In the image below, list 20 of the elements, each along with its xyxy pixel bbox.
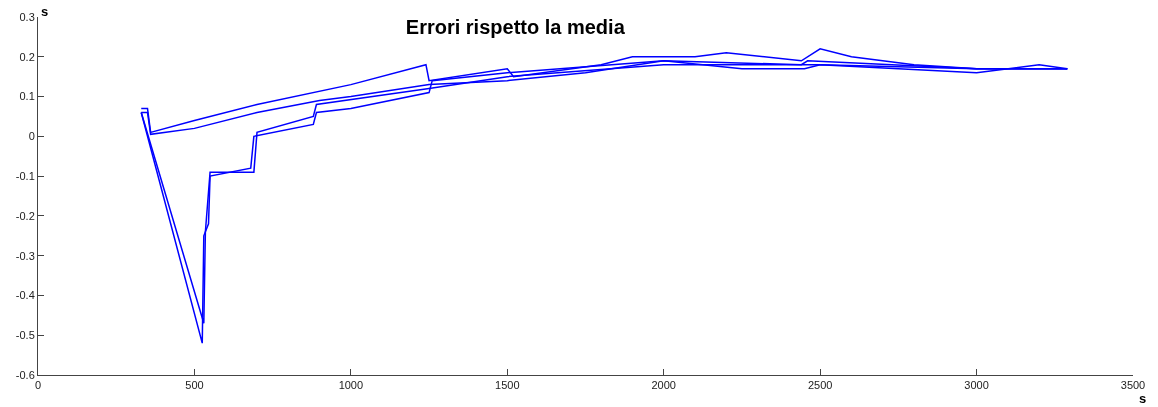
x-tick-label: 3500 bbox=[1120, 379, 1146, 392]
x-tick-label: 500 bbox=[185, 379, 204, 392]
y-tick-label: -0.5 bbox=[15, 329, 35, 342]
y-tick-label: -0.6 bbox=[15, 368, 35, 381]
x-tick-label: 1000 bbox=[338, 379, 364, 392]
x-axis-title: s bbox=[1139, 391, 1147, 406]
x-tick-label: 2500 bbox=[807, 379, 833, 392]
y-tick-label: 0 bbox=[28, 130, 35, 143]
y-tick-label: -0.1 bbox=[15, 169, 35, 182]
x-tick-label: 2000 bbox=[651, 379, 676, 392]
y-tick-label: 0.1 bbox=[19, 90, 35, 103]
y-tick-label: 0.3 bbox=[19, 10, 35, 23]
x-tick-label: 1500 bbox=[495, 379, 520, 392]
y-tick-label: -0.3 bbox=[15, 249, 35, 262]
y-tick-label: -0.2 bbox=[15, 209, 35, 222]
x-tick-label: 3000 bbox=[964, 379, 989, 392]
y-tick-label: -0.4 bbox=[15, 289, 35, 302]
y-axis-title: s bbox=[41, 4, 49, 19]
y-tick-label: 0.2 bbox=[19, 50, 35, 63]
chart-title: Errori rispetto la media bbox=[405, 15, 626, 38]
